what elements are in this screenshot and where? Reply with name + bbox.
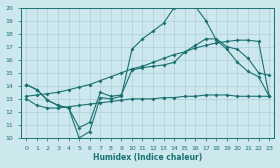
X-axis label: Humidex (Indice chaleur): Humidex (Indice chaleur) — [93, 153, 202, 162]
